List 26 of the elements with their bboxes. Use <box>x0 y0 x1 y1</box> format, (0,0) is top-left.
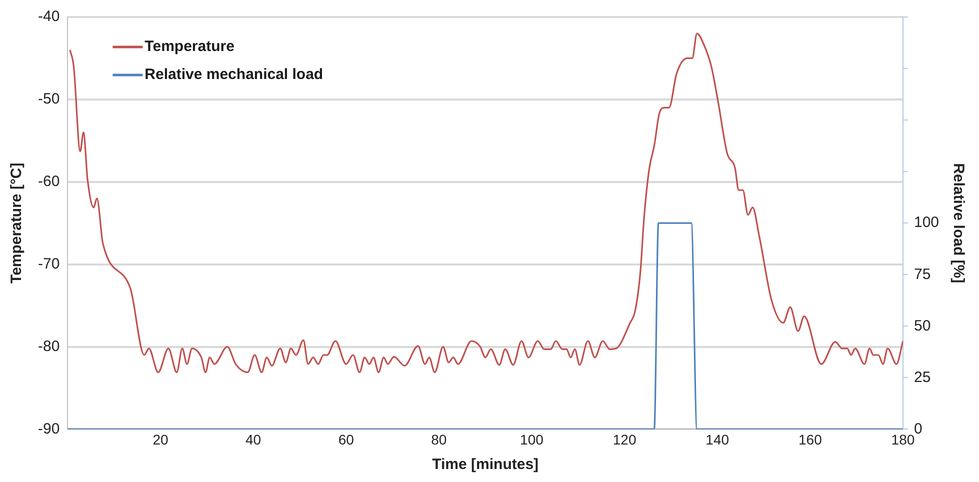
y2-axis-title: Relative load [%] <box>950 163 967 284</box>
y-tick-label: -90 <box>38 420 60 438</box>
y-tick-label: -40 <box>38 8 60 26</box>
y-tick-label: -80 <box>38 338 60 355</box>
x-tick-label: 180 <box>891 431 915 448</box>
y-axis-title: Temperature [°C] <box>8 162 26 284</box>
y2-tick-label: 25 <box>914 368 931 386</box>
x-tick-label: 140 <box>706 431 730 448</box>
x-tick-label: 20 <box>152 431 168 448</box>
x-tick-label: 120 <box>612 431 636 448</box>
y2-tick-label: 75 <box>914 266 931 283</box>
y2-tick-label: 100 <box>914 214 940 232</box>
y-tick-label: -70 <box>38 255 60 272</box>
x-axis-title: Time [minutes] <box>432 456 539 474</box>
x-tick-label: 80 <box>431 431 447 448</box>
legend-label: Relative mechanical load <box>144 66 324 84</box>
x-tick-label: 160 <box>798 431 822 448</box>
x-tick-label: 40 <box>246 431 262 448</box>
x-tick-label: 60 <box>338 431 354 448</box>
y2-tick-label: 50 <box>914 317 931 334</box>
y2-tick-label: 0 <box>914 420 922 438</box>
line-series <box>69 32 903 374</box>
y-tick-label: -60 <box>38 173 60 190</box>
y-tick-label: -50 <box>38 90 60 108</box>
x-tick-label: 100 <box>520 431 544 448</box>
legend-label: Temperature <box>144 38 234 56</box>
